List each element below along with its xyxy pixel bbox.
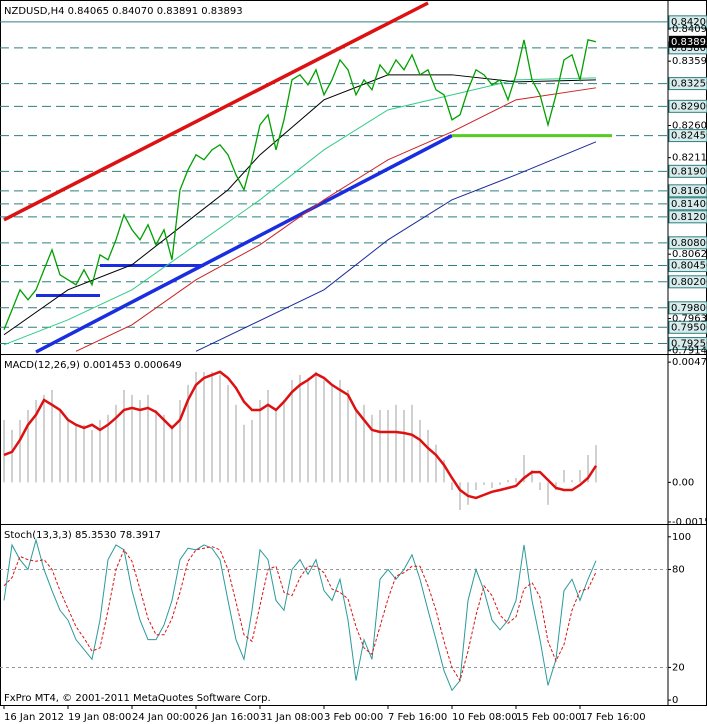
x-tick-label: 3 Feb 00:00	[324, 712, 383, 723]
footer: FxPro MT4, © 2001-2011 MetaQuotes Softwa…	[4, 693, 271, 704]
level-box	[668, 337, 707, 351]
level-box	[668, 236, 707, 250]
level-box	[668, 320, 707, 334]
stoch-line	[3, 546, 597, 682]
y-tick-label: -0.00155	[672, 517, 707, 528]
overlay-line	[75, 87, 597, 352]
x-tick-label: 24 Jan 00:00	[132, 712, 195, 723]
y-tick-label: 20	[672, 662, 685, 673]
level-box	[668, 210, 707, 224]
x-tick-label: 16 Jan 2012	[4, 712, 64, 723]
current-price-box	[669, 35, 707, 48]
y-tick-label: 100	[672, 532, 691, 543]
x-tick-label: 19 Jan 08:00	[68, 712, 131, 723]
x-tick-label: 10 Feb 08:00	[452, 712, 518, 723]
level-box	[668, 259, 707, 273]
x-tick-label: 31 Jan 08:00	[260, 712, 323, 723]
level-box	[668, 77, 707, 91]
y-tick-label: 0.79635	[672, 314, 707, 325]
x-tick-label: 26 Jan 16:00	[196, 712, 259, 723]
panel-title: NZDUSD,H4 0.84065 0.84070 0.83891 0.8389…	[4, 6, 243, 17]
stoch-line	[3, 538, 597, 692]
y-tick-label: 0.83595	[672, 56, 707, 67]
level-box	[668, 15, 707, 29]
current-price-label: 0.83893	[671, 37, 707, 48]
panel-title: Stoch(13,3,3) 85.3530 78.3917	[4, 530, 161, 541]
level-box	[668, 164, 707, 178]
level-box	[668, 275, 707, 289]
level-box	[668, 301, 707, 315]
overlay-line	[35, 134, 453, 354]
level-box	[668, 184, 707, 198]
level-box	[668, 197, 707, 211]
y-tick-label: 80	[672, 564, 685, 575]
price-line	[3, 39, 597, 331]
panel-title: MACD(12,26,9) 0.001453 0.000649	[4, 360, 182, 371]
x-tick-label: 7 Feb 16:00	[388, 712, 447, 723]
overlay-line	[3, 1, 429, 222]
overlay-line	[3, 77, 597, 346]
y-tick-label: 0.80625	[672, 249, 707, 260]
overlay-line	[195, 141, 597, 352]
level-box	[668, 99, 707, 113]
x-tick-label: 17 Feb 16:00	[580, 712, 646, 723]
x-tick-label: 15 Feb 00:00	[516, 712, 582, 723]
signal-line	[3, 370, 598, 500]
y-tick-label: 0	[672, 695, 678, 706]
y-tick-label: 0.00	[672, 477, 694, 488]
level-box	[668, 129, 707, 143]
y-tick-label: 0.82605	[672, 121, 707, 132]
